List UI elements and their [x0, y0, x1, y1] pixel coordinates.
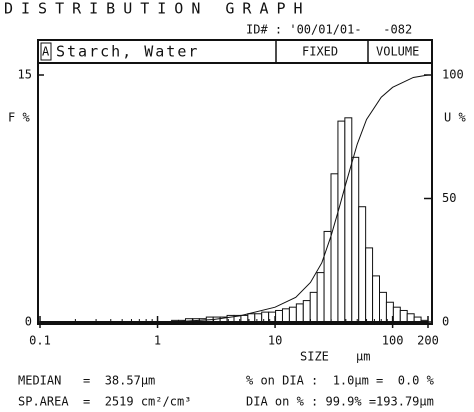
bar: [309, 291, 318, 323]
frame: [37, 39, 433, 325]
bar: [372, 275, 381, 323]
x-tick-label: 1: [154, 334, 161, 348]
bar: [254, 313, 263, 323]
stat: % on DIA : 1.0μm = 0.0 %: [246, 374, 435, 388]
cumulative-curve: [170, 74, 429, 323]
x-axis-label: SIZE: [300, 350, 329, 364]
bar: [337, 120, 346, 323]
bar: [302, 300, 311, 323]
stat: SP.AREA = 2519 cm²/cm³: [18, 395, 191, 409]
mode: FIXED: [302, 45, 338, 59]
tag-box: [40, 42, 52, 61]
y-tick-label: 15: [18, 68, 32, 82]
bar: [295, 303, 304, 323]
y-tick-label: 0: [25, 315, 32, 329]
basis: VOLUME: [376, 45, 419, 59]
y2-axis-label: U %: [444, 111, 466, 125]
stat: MEDIAN = 38.57μm: [18, 374, 155, 388]
bar: [344, 117, 353, 323]
y2-tick-label: 50: [442, 191, 456, 205]
x-tick-label: 200: [417, 334, 439, 348]
bar: [288, 306, 297, 323]
bar: [406, 313, 415, 323]
bar: [316, 272, 325, 323]
stat: DIA on % : 99.9% =193.79μm: [246, 395, 434, 409]
bar: [379, 291, 387, 323]
bar: [351, 156, 360, 323]
sample-tag: A: [42, 45, 50, 59]
bar: [358, 206, 367, 323]
bar: [275, 309, 283, 323]
bar: [330, 173, 339, 323]
chart-title: DISTRIBUTION GRAPH: [4, 0, 311, 18]
y-axis-label: F %: [8, 111, 30, 125]
bar: [281, 308, 290, 323]
bar: [392, 306, 401, 323]
sample-id: ID# : '00/01/01- -082: [246, 23, 412, 37]
y2-tick-label: 100: [442, 68, 464, 82]
x-tick-label: 10: [268, 334, 282, 348]
x-axis-unit: μm: [356, 350, 370, 364]
y2-tick-label: 0: [442, 315, 449, 329]
x-tick-label: 0.1: [29, 334, 51, 348]
bar: [365, 247, 374, 323]
bar: [261, 311, 270, 323]
x-tick-label: 100: [382, 334, 404, 348]
sample-name: Starch, Water: [56, 43, 199, 61]
bar: [399, 309, 408, 323]
